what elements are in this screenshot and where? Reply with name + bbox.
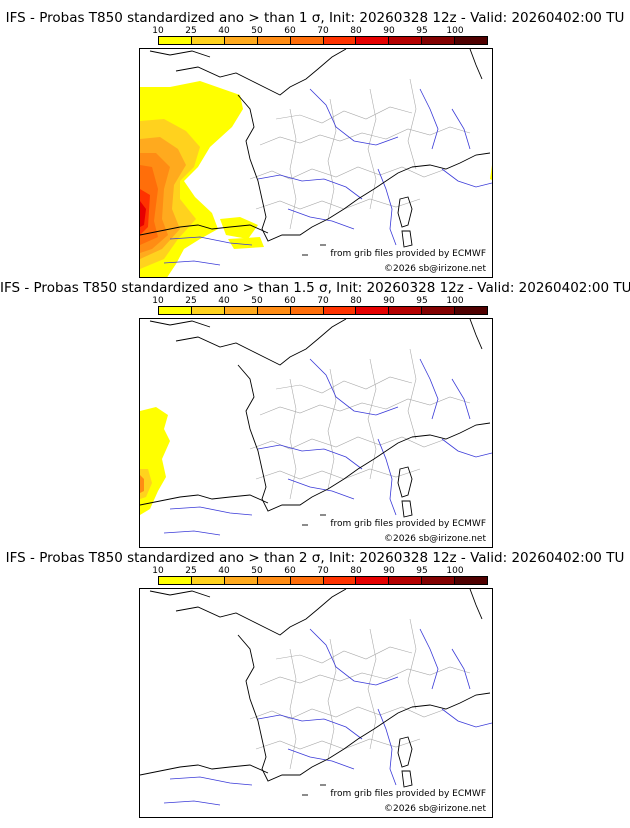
colorbar-tick-label: 40 <box>218 26 230 36</box>
admin-borders <box>249 78 471 230</box>
map-canvas <box>140 589 492 806</box>
rivers <box>163 88 492 266</box>
colorbar-tick-label: 50 <box>251 26 263 36</box>
colorbar-tick-label: 70 <box>317 566 329 576</box>
colorbar-swatch-10 <box>455 577 488 584</box>
colorbar-tick-label: 40 <box>218 296 230 306</box>
colorbar-tick-label: 90 <box>383 566 395 576</box>
colorbar-swatch-10 <box>455 37 488 44</box>
probability-map: from grib files provided by ECMWF ©2026 … <box>139 588 493 818</box>
colorbar-tick-label: 70 <box>317 296 329 306</box>
colorbar-tick-label: 100 <box>446 566 464 576</box>
forecast-panel-2sigma: IFS - Probas T850 standardized ano > tha… <box>0 540 630 818</box>
colorbar-tick-label: 10 <box>152 296 164 306</box>
data-source-credit: from grib files provided by ECMWF <box>330 789 486 799</box>
colorbar-tick-label: 10 <box>152 566 164 576</box>
colorbar-tick-label: 50 <box>251 566 263 576</box>
forecast-panel-1sigma: IFS - Probas T850 standardized ano > tha… <box>0 0 630 278</box>
colorbar-swatch-6 <box>323 307 357 314</box>
copyright-credit: ©2026 sb@irizone.net <box>384 264 486 274</box>
colorbar-swatch-1 <box>159 577 192 584</box>
colorbar-swatch-4 <box>257 37 291 44</box>
probability-colorbar <box>158 576 488 585</box>
colorbar-tick-labels: 10 25 40 50 60 70 80 90 95 100 <box>152 566 487 576</box>
colorbar-swatch-5 <box>290 577 324 584</box>
rivers <box>163 358 492 536</box>
probability-map: from grib files provided by ECMWF ©2026 … <box>139 318 493 548</box>
colorbar-tick-label: 90 <box>383 26 395 36</box>
colorbar-swatch-9 <box>422 37 456 44</box>
colorbar-tick-label: 80 <box>350 26 362 36</box>
probability-fill-1-5sigma <box>140 407 170 515</box>
coastlines <box>140 589 491 796</box>
colorbar-tick-label: 95 <box>416 26 428 36</box>
colorbar-swatch-7 <box>356 577 390 584</box>
map-canvas <box>140 319 492 536</box>
colorbar-swatch-2 <box>191 577 225 584</box>
forecast-panel-1-5sigma: IFS - Probas T850 standardized ano > tha… <box>0 270 630 548</box>
copyright-credit: ©2026 sb@irizone.net <box>384 804 486 814</box>
colorbar-tick-label: 25 <box>185 566 197 576</box>
colorbar-swatch-1 <box>159 307 192 314</box>
colorbar-tick-label: 60 <box>284 566 296 576</box>
colorbar-tick-label: 50 <box>251 296 263 306</box>
panel-title: IFS - Probas T850 standardized ano > tha… <box>5 550 625 566</box>
coastlines <box>140 319 491 526</box>
colorbar-swatch-4 <box>257 307 291 314</box>
colorbar-tick-labels: 10 25 40 50 60 70 80 90 95 100 <box>152 26 487 36</box>
colorbar-swatch-5 <box>290 307 324 314</box>
colorbar-swatch-8 <box>389 307 423 314</box>
data-source-credit: from grib files provided by ECMWF <box>330 519 486 529</box>
colorbar-tick-label: 40 <box>218 566 230 576</box>
colorbar-tick-label: 60 <box>284 296 296 306</box>
colorbar-tick-label: 25 <box>185 296 197 306</box>
copyright-credit: ©2026 sb@irizone.net <box>384 534 486 544</box>
colorbar-swatch-6 <box>323 577 357 584</box>
colorbar-swatch-5 <box>290 37 324 44</box>
colorbar-swatch-7 <box>356 307 390 314</box>
colorbar-swatch-8 <box>389 37 423 44</box>
colorbar-swatch-10 <box>455 307 488 314</box>
colorbar-tick-label: 95 <box>416 566 428 576</box>
colorbar-tick-label: 100 <box>446 26 464 36</box>
admin-borders <box>249 348 471 500</box>
probability-colorbar <box>158 36 488 45</box>
colorbar-tick-label: 100 <box>446 296 464 306</box>
admin-borders <box>249 618 471 770</box>
panel-title: IFS - Probas T850 standardized ano > tha… <box>0 280 630 296</box>
colorbar-tick-label: 60 <box>284 26 296 36</box>
colorbar-swatch-6 <box>323 37 357 44</box>
colorbar-tick-label: 70 <box>317 26 329 36</box>
colorbar-swatch-3 <box>224 577 258 584</box>
colorbar-tick-label: 25 <box>185 26 197 36</box>
colorbar-tick-label: 95 <box>416 296 428 306</box>
coastlines <box>140 49 491 256</box>
colorbar-tick-labels: 10 25 40 50 60 70 80 90 95 100 <box>152 296 487 306</box>
map-canvas <box>140 49 492 277</box>
colorbar-swatch-3 <box>224 37 258 44</box>
colorbar-swatch-4 <box>257 577 291 584</box>
rivers <box>163 628 492 806</box>
probability-colorbar <box>158 306 488 315</box>
colorbar-tick-label: 90 <box>383 296 395 306</box>
colorbar-swatch-9 <box>422 307 456 314</box>
colorbar-swatch-2 <box>191 37 225 44</box>
colorbar-tick-label: 80 <box>350 296 362 306</box>
colorbar-swatch-2 <box>191 307 225 314</box>
colorbar-swatch-3 <box>224 307 258 314</box>
colorbar-swatch-7 <box>356 37 390 44</box>
colorbar-tick-label: 80 <box>350 566 362 576</box>
colorbar-swatch-1 <box>159 37 192 44</box>
colorbar-tick-label: 10 <box>152 26 164 36</box>
probability-map: from grib files provided by ECMWF ©2026 … <box>139 48 493 278</box>
colorbar-swatch-8 <box>389 577 423 584</box>
data-source-credit: from grib files provided by ECMWF <box>330 249 486 259</box>
colorbar-swatch-9 <box>422 577 456 584</box>
panel-title: IFS - Probas T850 standardized ano > tha… <box>5 10 625 26</box>
